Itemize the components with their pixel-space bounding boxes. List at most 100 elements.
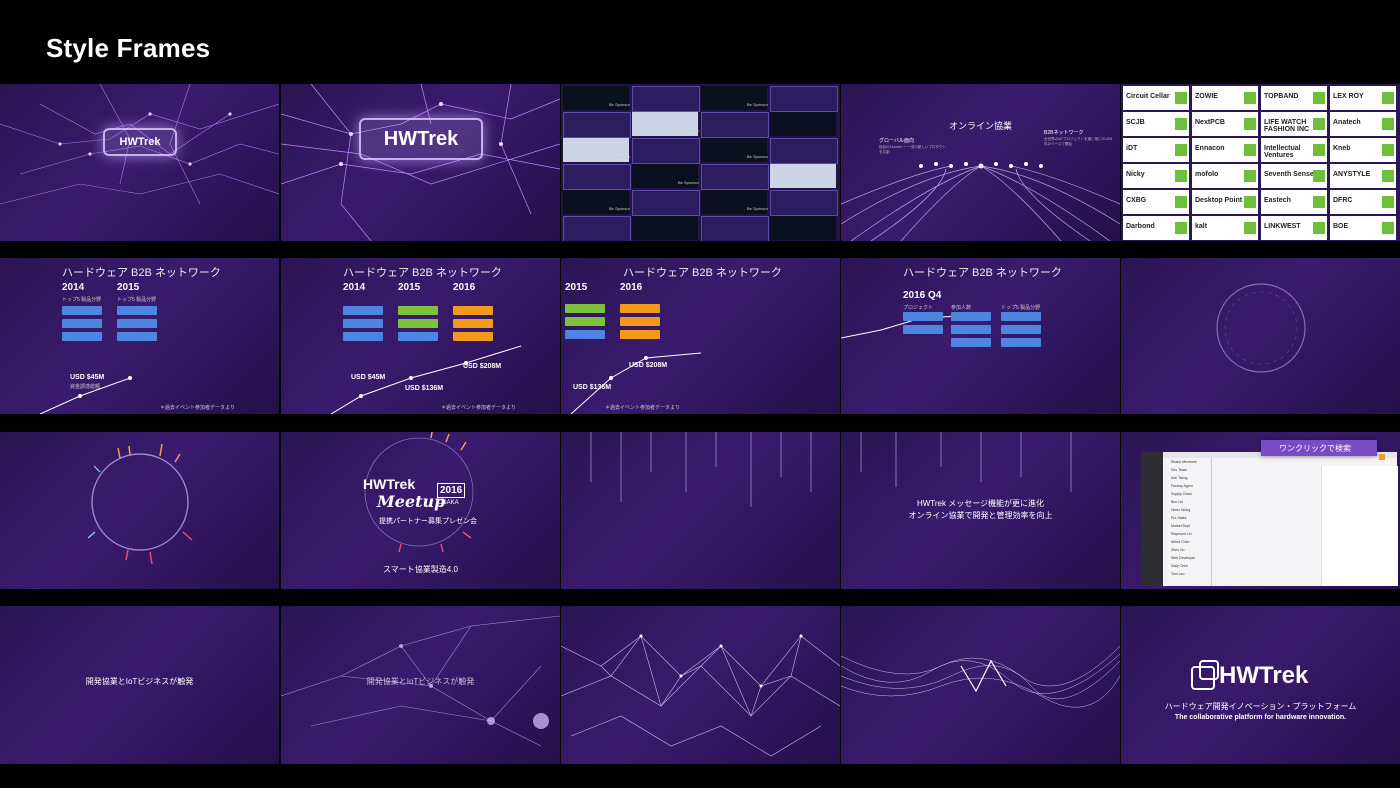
- category-box: [1001, 338, 1041, 347]
- category-box: [453, 306, 493, 315]
- idea-text: 開発協業とIoTビジネスが触発: [0, 676, 279, 687]
- category-box: [903, 312, 943, 321]
- page-title: Style Frames: [46, 33, 210, 64]
- app-row: Dev Team: [1171, 468, 1187, 472]
- funding-amount: USD $208M: [463, 363, 501, 370]
- year-label: 2015: [117, 282, 139, 293]
- sponsor-label: Be Sponsor: [678, 180, 699, 185]
- partner-logo-cell: mofolo: [1192, 164, 1258, 188]
- category-box: [1001, 325, 1041, 334]
- style-frame-18-mesh[interactable]: [561, 606, 840, 764]
- partner-logo-cell: SCJB: [1123, 112, 1189, 136]
- app-row: Ben Lin: [1171, 500, 1183, 504]
- sponsor-tile: [701, 216, 769, 241]
- sponsor-tile: [770, 190, 838, 216]
- style-frame-12-meetup[interactable]: HWTrek Meetup 2016 OSAKA 提携パートナー募集プレゼン会 …: [281, 432, 560, 589]
- category-box: [62, 332, 102, 341]
- app-row: Tom Lao: [1171, 572, 1184, 576]
- category-box: [951, 325, 991, 334]
- category-box: [117, 319, 157, 328]
- network-lines-graphic: [0, 84, 279, 241]
- style-frame-9-b2b-q4[interactable]: ハードウェア B2B ネットワーク 2016 Q4 プロジェクト 参加人数 トッ…: [841, 258, 1120, 414]
- sponsor-tile: [563, 112, 631, 138]
- network-lines-graphic: [281, 84, 560, 241]
- category-box: [343, 319, 383, 328]
- style-frame-19-wave[interactable]: [841, 606, 1120, 764]
- year-label: 2014: [343, 282, 365, 293]
- sponsor-label: Be Sponsor: [747, 206, 768, 211]
- style-frame-11-audio-ring[interactable]: [0, 432, 279, 589]
- partner-logo-cell: NextPCB: [1192, 112, 1258, 136]
- particle-wave-graphic: [841, 606, 1120, 764]
- style-frame-7-b2b-2016[interactable]: ハードウェア B2B ネットワーク 2014 2015 2016 USD $45…: [281, 258, 560, 414]
- tagline: スマート協業製造4.0: [281, 564, 560, 575]
- partner-logo-cell: iDT: [1123, 138, 1189, 162]
- event-year: 2016: [437, 483, 465, 498]
- partner-logo-cell: BOE: [1330, 216, 1396, 240]
- sponsor-label: Be Sponsor: [678, 128, 699, 133]
- style-frame-17-network[interactable]: 開発協業とIoTビジネスが触発: [281, 606, 560, 764]
- style-frame-13-data-rain[interactable]: [561, 432, 840, 589]
- partner-logo-cell: Intellectual Ventures: [1261, 138, 1327, 162]
- style-frame-1[interactable]: HWTrek: [0, 84, 279, 241]
- category-box: [117, 332, 157, 341]
- category-box: [620, 330, 660, 339]
- meetup-subtitle: 提携パートナー募集プレゼン会: [379, 516, 477, 526]
- hwtrek-logo: HWTrek: [103, 128, 177, 156]
- style-frame-4-online-collab[interactable]: オンライン協業 グローバル面向 独自の1xxxxxx 一 一流の新しいプロダクト…: [841, 84, 1120, 241]
- left-title: グローバル面向: [879, 137, 914, 144]
- year-label: 2016: [453, 282, 475, 293]
- left-text: 独自の1xxxxxx 一 一流の新しいプロダクトを共創: [879, 145, 949, 155]
- closing-en: The collaborative platform for hardware …: [1121, 714, 1400, 721]
- funding-label: 資金調達総額: [70, 383, 100, 390]
- style-frame-14-message[interactable]: HWTrek メッセージ機能が更に進化 オンライン協業で開発と管理効率を向上: [841, 432, 1120, 589]
- partner-logo-cell: CXBG: [1123, 190, 1189, 214]
- app-row: Adri Tseng: [1171, 476, 1187, 480]
- sponsor-tile: [632, 138, 700, 164]
- sponsor-tile: [701, 164, 769, 190]
- partner-logo-cell: Darbond: [1123, 216, 1189, 240]
- style-frame-2[interactable]: HWTrek: [281, 84, 560, 241]
- app-row: Supply Chain: [1171, 492, 1192, 496]
- category-box: [1001, 312, 1041, 321]
- partner-logo-cell: ANYSTYLE: [1330, 164, 1396, 188]
- column-label: プロジェクト: [903, 304, 933, 311]
- category-box: [453, 332, 493, 341]
- category-box: [565, 317, 605, 326]
- sponsor-label: Be Sponsor: [609, 206, 630, 211]
- partner-logo-cell: Anatech: [1330, 112, 1396, 136]
- right-title: B2Bネットワーク: [1044, 129, 1083, 136]
- style-frame-20-closing[interactable]: HWTrek ハードウェア開発イノベーション・プラットフォーム The coll…: [1121, 606, 1400, 764]
- sponsor-tile: [563, 216, 631, 241]
- data-rain-graphic: [561, 432, 840, 589]
- search-banner: ワンクリックで検索: [1261, 440, 1377, 456]
- column-label: トップ5 製品分野: [1001, 304, 1040, 311]
- sponsor-tile: [770, 86, 838, 112]
- right-text: 全世界のIoTプロジェクトを通じ常に20,405件のベースで開始: [1044, 137, 1114, 147]
- category-box: [453, 319, 493, 328]
- sponsor-label: Be Sponsor: [609, 102, 630, 107]
- partner-logo-cell: Nicky: [1123, 164, 1189, 188]
- style-frame-15-app-search[interactable]: Reach Members Dev Team Adri Tseng Factor…: [1121, 432, 1400, 589]
- category-box: [343, 306, 383, 315]
- app-row: Reach Members: [1171, 460, 1197, 464]
- app-row: Zhen Ho: [1171, 548, 1184, 552]
- search-banner-label: ワンクリックで検索: [1279, 443, 1351, 454]
- meetup-label: Meetup: [377, 492, 445, 511]
- category-box: [117, 306, 157, 315]
- notification-dot: [1379, 454, 1385, 460]
- sponsor-label: Be Sponsor: [747, 154, 768, 159]
- style-frame-6-b2b-2015[interactable]: ハードウェア B2B ネットワーク 2014 2015 トップ5 製品分野 トッ…: [0, 258, 279, 414]
- style-frame-10-ring[interactable]: [1121, 258, 1400, 414]
- style-frame-5-partner-logos[interactable]: Circuit Cellar ZOWIE TOPBAND LEX ROY SCJ…: [1121, 84, 1400, 241]
- partner-logo-cell: Circuit Cellar: [1123, 86, 1189, 110]
- category-label: トップ5 製品分野: [62, 296, 101, 303]
- category-box: [951, 312, 991, 321]
- style-frame-16-idea[interactable]: 開発協業とIoTビジネスが触発: [0, 606, 279, 764]
- footnote: ＊過去イベント参加者データより: [441, 404, 516, 411]
- category-box: [62, 306, 102, 315]
- style-frame-8-b2b-2016-zoom[interactable]: ハードウェア B2B ネットワーク 2015 2016 USD $136M US…: [561, 258, 840, 414]
- event-photo: [770, 216, 836, 240]
- style-frame-3-sponsor-grid[interactable]: Be Sponsor Be Sponsor Be Sponsor Be Spon…: [561, 84, 840, 241]
- category-label: トップ5 製品分野: [117, 296, 156, 303]
